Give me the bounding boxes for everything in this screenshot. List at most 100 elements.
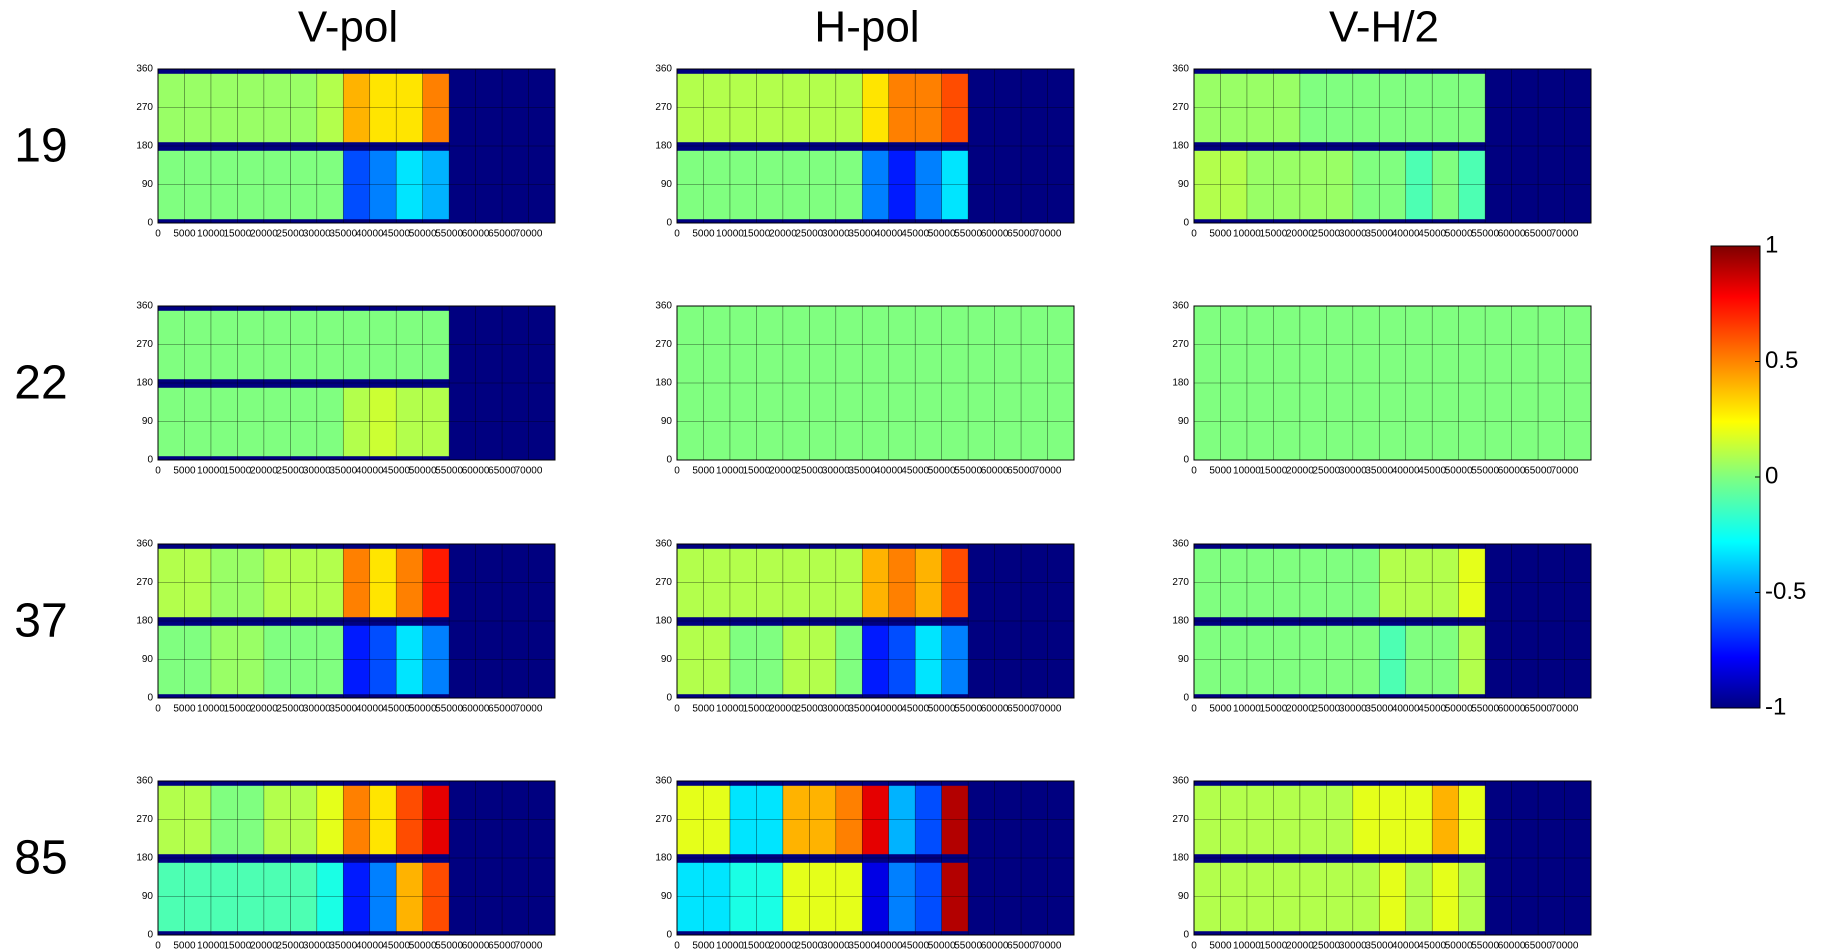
heat-cell: [941, 930, 969, 936]
heat-cell: [941, 455, 969, 461]
y-tick-label: 0: [1183, 930, 1189, 941]
x-tick-label: 20000: [769, 704, 797, 715]
heat-cell: [369, 781, 397, 786]
heat-cell: [862, 306, 890, 311]
x-tick-label: 40000: [875, 704, 903, 715]
x-tick-label: 65000: [1007, 704, 1035, 715]
x-tick-label: 20000: [250, 941, 278, 952]
x-tick-label: 25000: [795, 704, 823, 715]
heat-cell: [422, 930, 450, 936]
y-tick-label: 0: [147, 218, 153, 229]
heat-cell: [1405, 455, 1433, 461]
x-tick-label: 5000: [692, 704, 715, 715]
x-tick-label: 50000: [409, 466, 437, 477]
heat-cell: [862, 781, 890, 786]
y-tick-label: 360: [655, 776, 672, 787]
x-tick-label: 40000: [1392, 229, 1420, 240]
x-tick-label: 50000: [1445, 466, 1473, 477]
heat-cell: [835, 306, 863, 311]
heat-cell: [888, 781, 916, 786]
x-tick-label: 5000: [1209, 466, 1232, 477]
y-tick-label: 90: [661, 416, 673, 427]
heat-cell: [862, 455, 890, 461]
y-tick-label: 360: [1172, 776, 1189, 787]
colorbar-tick-label: 1: [1765, 231, 1778, 258]
x-tick-label: 70000: [515, 941, 543, 952]
heat-cell: [1458, 455, 1486, 461]
x-tick-label: 30000: [1339, 704, 1367, 715]
x-tick-label: 0: [155, 229, 161, 240]
x-tick-label: 70000: [1551, 941, 1579, 952]
heat-cell: [862, 693, 890, 699]
heat-cell: [316, 306, 344, 311]
heat-cell: [835, 544, 863, 549]
heat-cell: [422, 306, 450, 311]
column-title: V-pol: [298, 3, 398, 52]
x-tick-label: 0: [1191, 466, 1197, 477]
x-tick-label: 55000: [1471, 704, 1499, 715]
y-tick-label: 0: [1183, 218, 1189, 229]
heat-cell: [1432, 218, 1460, 224]
x-tick-label: 45000: [382, 229, 410, 240]
y-tick-label: 90: [142, 179, 154, 190]
x-tick-label: 20000: [250, 704, 278, 715]
x-tick-label: 45000: [382, 704, 410, 715]
heat-cell: [1432, 781, 1460, 786]
x-tick-label: 30000: [822, 941, 850, 952]
x-tick-label: 35000: [1365, 704, 1393, 715]
heat-cell: [396, 930, 424, 936]
y-tick-label: 0: [666, 693, 672, 704]
x-tick-label: 45000: [382, 466, 410, 477]
x-tick-label: 50000: [409, 704, 437, 715]
x-tick-label: 70000: [1034, 466, 1062, 477]
x-tick-label: 55000: [435, 704, 463, 715]
x-tick-label: 60000: [981, 466, 1009, 477]
heat-cell: [941, 544, 969, 549]
x-tick-label: 50000: [1445, 704, 1473, 715]
x-tick-label: 35000: [329, 229, 357, 240]
heat-cell: [343, 455, 371, 461]
y-tick-label: 0: [147, 693, 153, 704]
y-tick-label: 360: [136, 64, 153, 75]
x-tick-label: 30000: [822, 704, 850, 715]
x-tick-label: 45000: [1418, 229, 1446, 240]
heat-cell: [422, 69, 450, 74]
x-tick-label: 20000: [769, 941, 797, 952]
heat-cell: [1432, 693, 1460, 699]
heat-cell: [1379, 930, 1407, 936]
x-tick-label: 25000: [795, 229, 823, 240]
y-tick-label: 180: [1172, 141, 1189, 152]
x-tick-label: 0: [155, 704, 161, 715]
heat-cell: [888, 693, 916, 699]
heat-cell: [1352, 781, 1380, 786]
axes-box: [1193, 780, 1592, 936]
heat-cell: [396, 693, 424, 699]
x-tick-label: 65000: [488, 466, 516, 477]
x-tick-label: 40000: [356, 466, 384, 477]
x-tick-label: 0: [1191, 229, 1197, 240]
colorbar-tick-label: -1: [1765, 693, 1786, 720]
heat-cell: [1405, 544, 1433, 549]
x-tick-label: 60000: [981, 704, 1009, 715]
axes-box: [676, 305, 1075, 461]
heat-cell: [316, 930, 344, 936]
heat-cell: [915, 455, 943, 461]
column-title: H-pol: [814, 3, 919, 52]
heat-cell: [941, 218, 969, 224]
x-tick-label: 15000: [1259, 229, 1287, 240]
x-tick-label: 15000: [1259, 704, 1287, 715]
heat-cell: [1432, 69, 1460, 74]
x-tick-label: 20000: [1286, 704, 1314, 715]
x-tick-label: 5000: [173, 229, 196, 240]
heat-cell: [1379, 218, 1407, 224]
x-tick-label: 55000: [954, 466, 982, 477]
x-tick-label: 50000: [928, 704, 956, 715]
heat-cell: [862, 544, 890, 549]
heat-cell: [369, 306, 397, 311]
heat-cell: [1458, 693, 1486, 699]
heat-cell: [835, 781, 863, 786]
x-tick-label: 65000: [488, 941, 516, 952]
heat-cell: [862, 218, 890, 224]
x-tick-label: 45000: [1418, 466, 1446, 477]
